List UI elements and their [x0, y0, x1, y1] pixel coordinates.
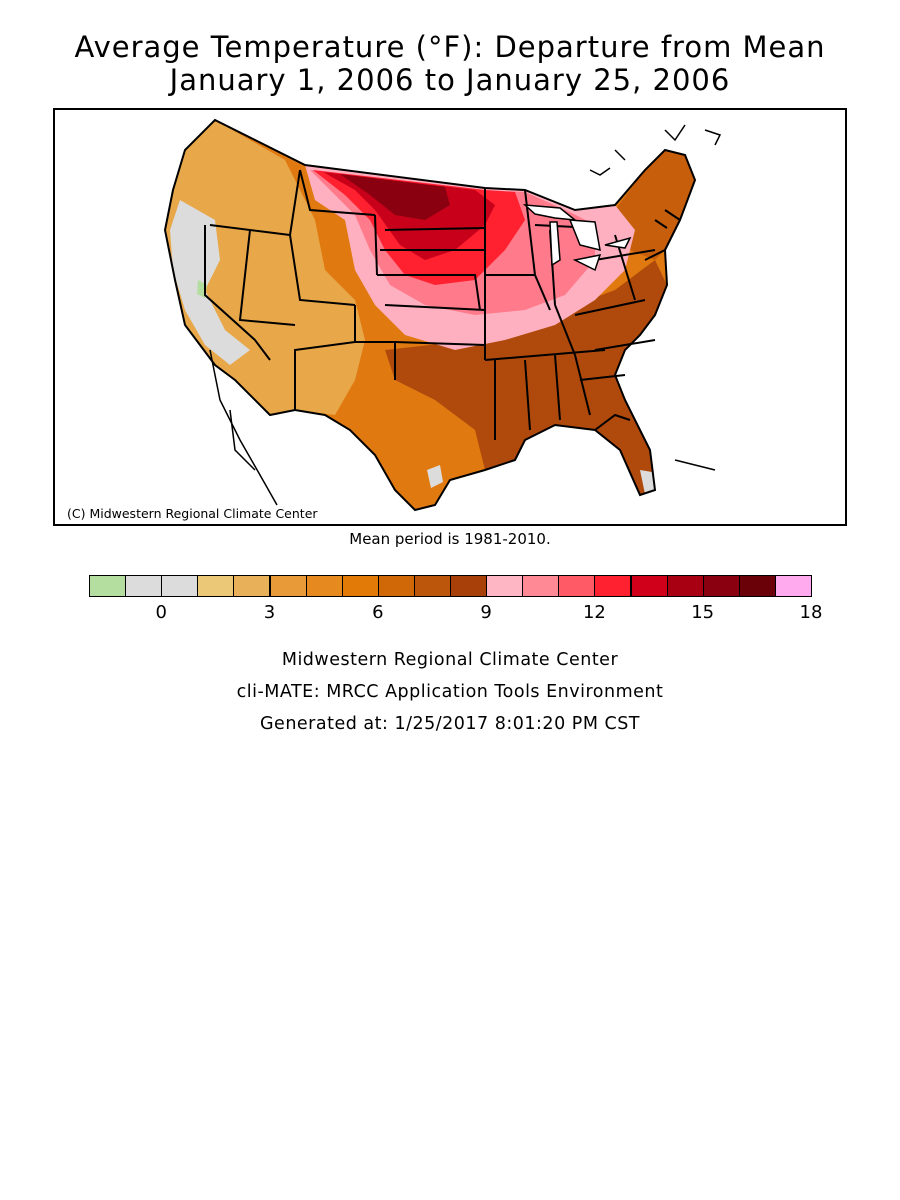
legend-tick-label: 3 — [263, 602, 276, 623]
legend-color-cell — [774, 575, 812, 597]
legend-tick-label: 0 — [155, 602, 167, 623]
northeast-burnt-region — [615, 150, 695, 260]
footer-generated: Generated at: 1/25/2017 8:01:20 PM CST — [260, 714, 640, 734]
legend-color-cell — [125, 575, 163, 597]
legend-tick-label: 9 — [480, 602, 492, 623]
legend-color-cell — [305, 575, 343, 597]
legend-tick-label: 18 — [799, 602, 823, 623]
northern-plains-maroon-region — [340, 174, 450, 220]
legend-color-cell — [89, 575, 127, 597]
legend-color-cell — [377, 575, 415, 597]
legend-color-cell — [702, 575, 740, 597]
mean-period-note: Mean period is 1981-2010. — [349, 530, 551, 548]
legend-color-cell — [269, 575, 307, 597]
legend-tick-label: 15 — [691, 602, 715, 623]
legend-color-cell — [738, 575, 776, 597]
legend-color-cell — [341, 575, 379, 597]
legend-color-cell — [161, 575, 199, 597]
us-temperature-map — [163, 118, 722, 512]
legend-color-cell — [594, 575, 632, 597]
legend-color-cell — [486, 575, 524, 597]
color-legend — [89, 575, 812, 599]
map-copyright: (C) Midwestern Regional Climate Center — [65, 506, 320, 521]
footer-tool: cli-MATE: MRCC Application Tools Environ… — [236, 682, 664, 702]
texas-gray-spot — [427, 465, 443, 488]
legend-color-cell — [558, 575, 596, 597]
legend-color-cell — [413, 575, 451, 597]
legend-tick-label: 6 — [372, 602, 384, 623]
legend-color-cell — [233, 575, 271, 597]
legend-color-cell — [197, 575, 235, 597]
map-frame: (C) Midwestern Regional Climate Center — [53, 108, 847, 526]
legend-color-cell — [630, 575, 668, 597]
footer-organization: Midwestern Regional Climate Center — [281, 650, 619, 670]
chart-title: Average Temperature (°F): Departure from… — [74, 30, 826, 64]
legend-color-cell — [450, 575, 488, 597]
chart-subtitle: January 1, 2006 to January 25, 2006 — [169, 63, 731, 97]
legend-color-cell — [666, 575, 704, 597]
surrounding-coastlines — [209, 124, 722, 506]
great-lakes — [522, 204, 632, 272]
legend-tick-label: 12 — [582, 602, 606, 623]
pacific-gray-region — [170, 200, 250, 365]
color-legend-ticks: 0 3 6 9 12 15 18 — [89, 602, 822, 626]
state-boundaries — [163, 118, 697, 512]
legend-color-cell — [522, 575, 560, 597]
florida-gray-spot — [640, 470, 655, 494]
